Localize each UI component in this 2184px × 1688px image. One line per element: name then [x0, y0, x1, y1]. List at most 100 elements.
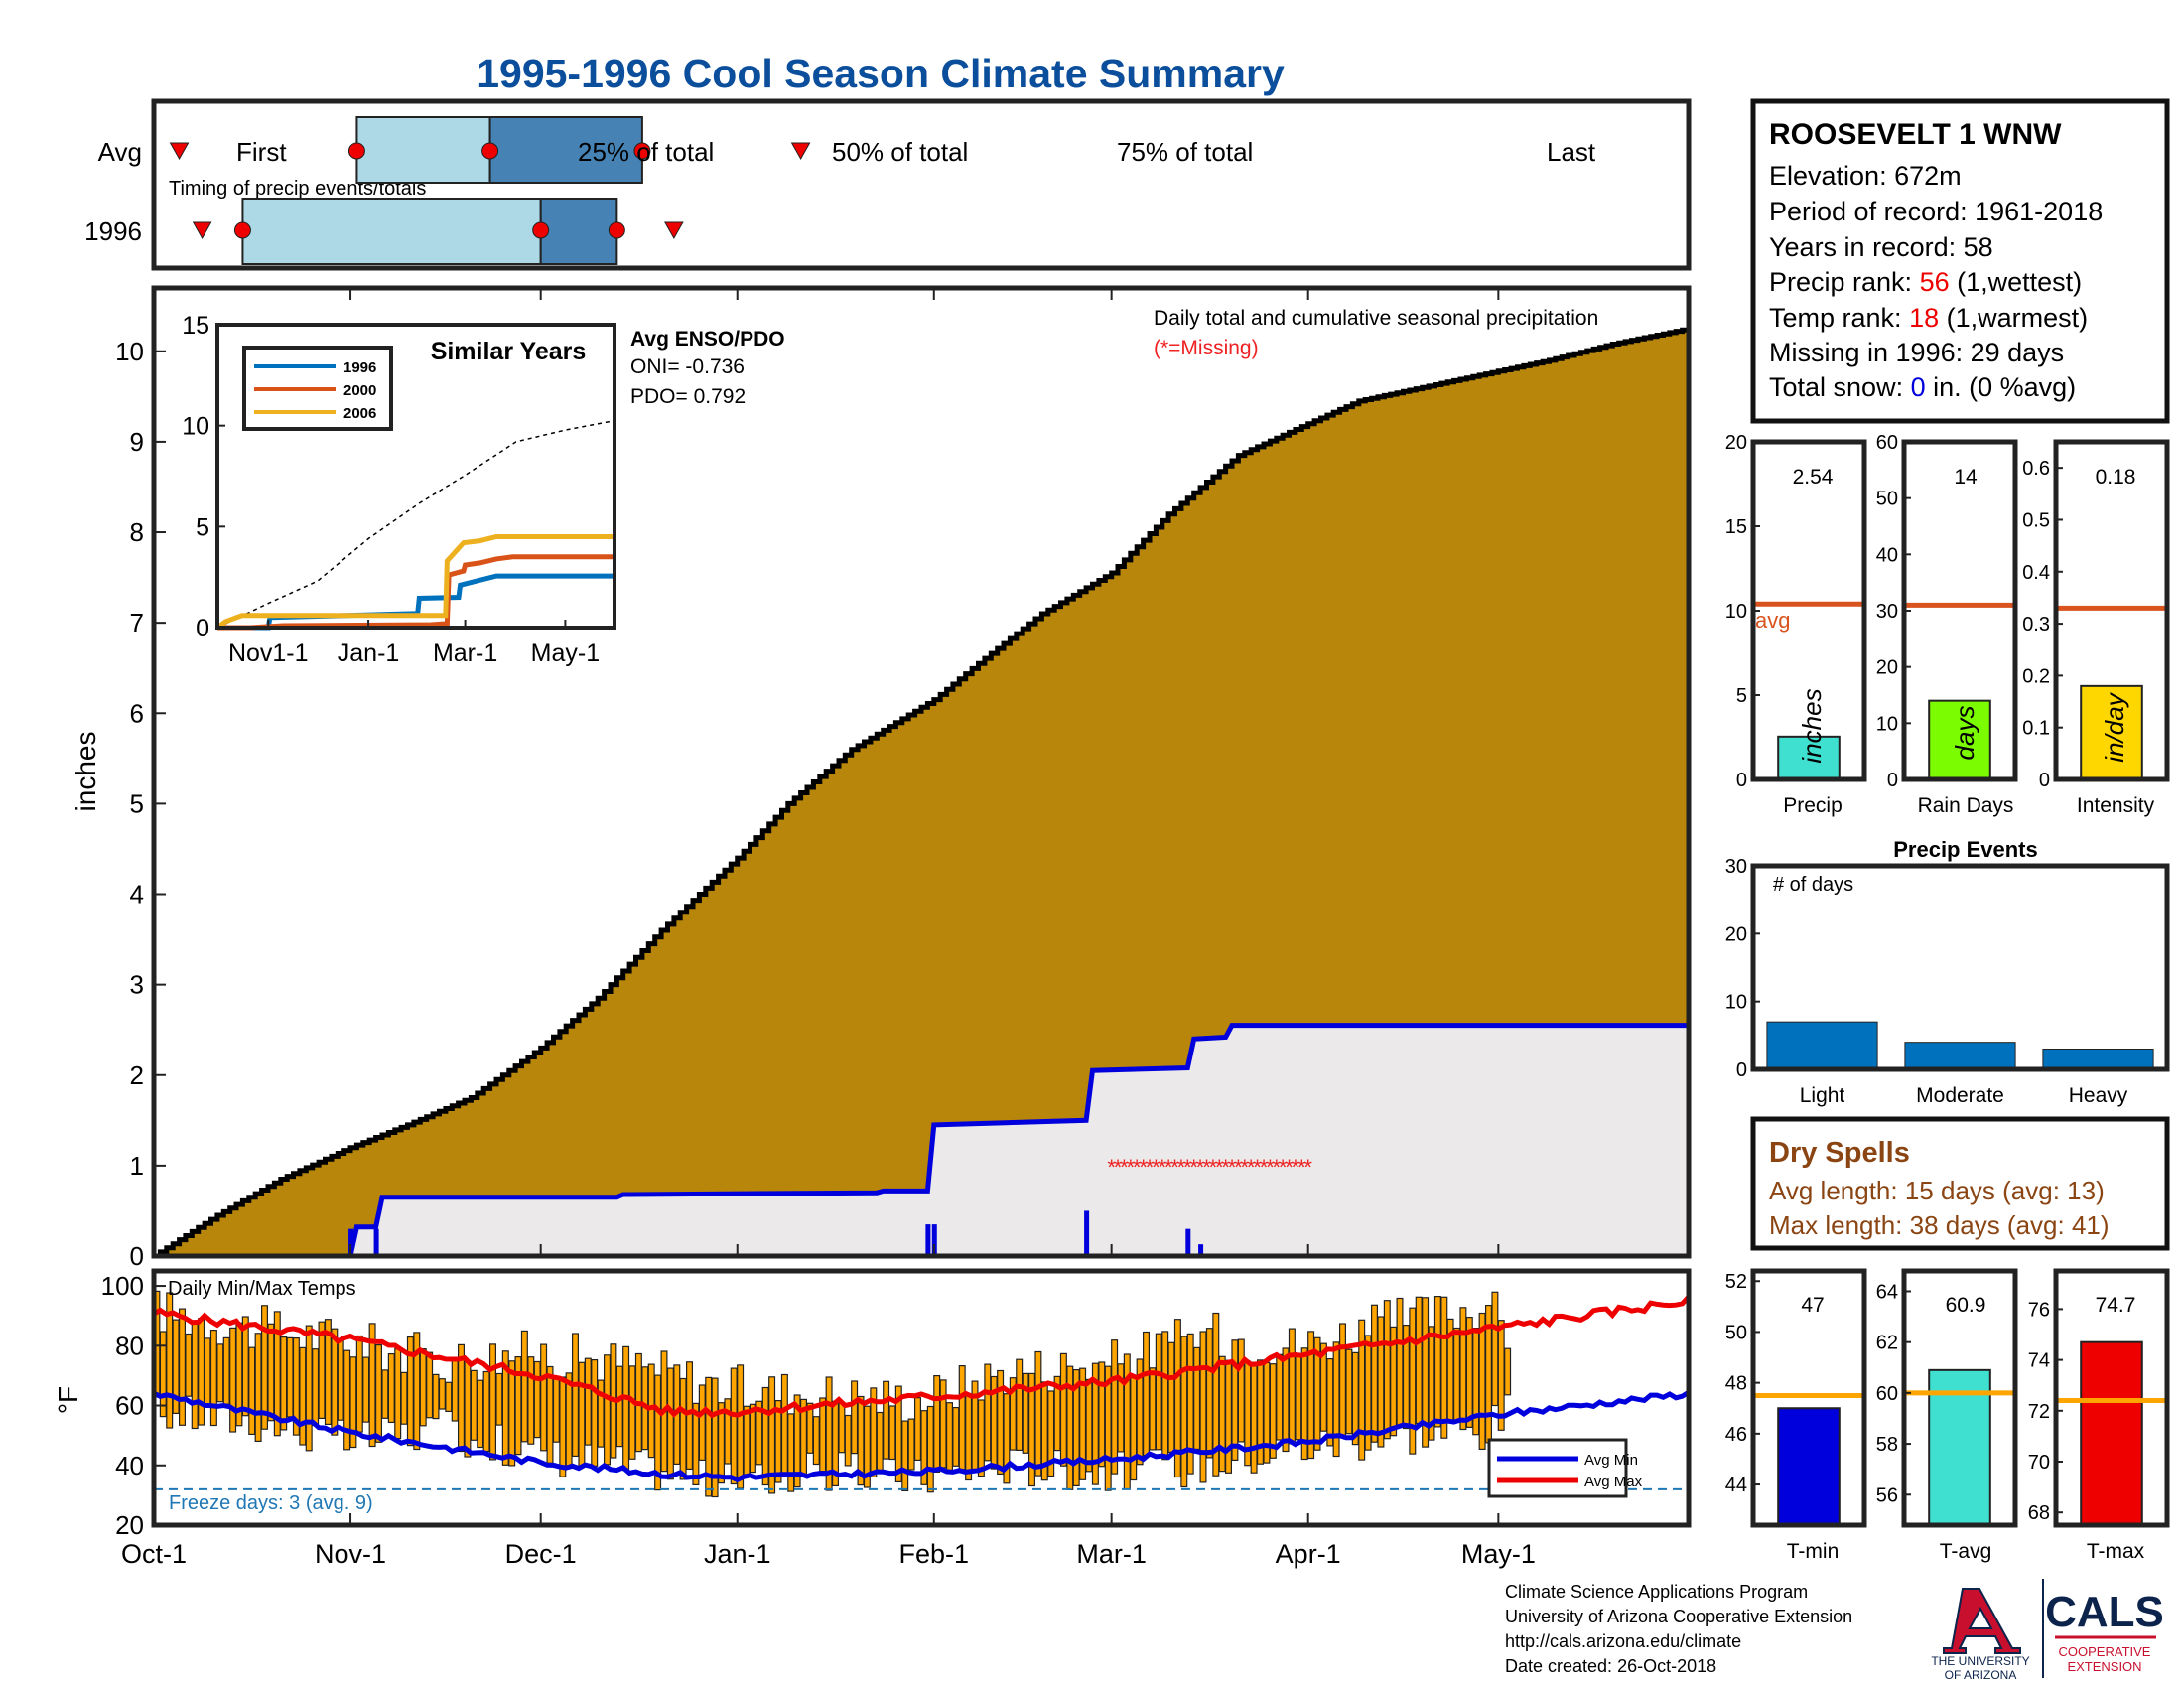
temp-rank-prefix: Temp rank:	[1769, 303, 1909, 333]
tavg-stat-chart: 56 58 60 62 64	[1876, 1268, 2018, 1528]
timing-label-75: 75% of total	[1117, 137, 1253, 167]
tavg-stat-y-tick-label: 58	[1876, 1434, 1898, 1456]
tmax-stat-chart: 68 70 72 74 76	[2028, 1268, 2170, 1528]
daily-temp-bar	[400, 1371, 408, 1425]
daily-precip-bar	[931, 1224, 937, 1256]
yr-p50-marker	[532, 221, 550, 239]
missing-marker: *	[1202, 1155, 1211, 1180]
daily-temp-bar	[179, 1308, 187, 1426]
daily-temp-bar	[913, 1397, 921, 1461]
daily-temp-bar	[1016, 1358, 1024, 1451]
avg-p75-marker	[633, 142, 651, 160]
cumulative-1996-line	[154, 1023, 1689, 1259]
tmax-stat-y-tick-label: 72	[2028, 1401, 2050, 1423]
date-x-tick-label: May-1	[1461, 1539, 1536, 1569]
footer: Climate Science Applications Program Uni…	[1505, 1579, 2164, 1682]
date-x-tick-label: Mar-1	[1076, 1539, 1147, 1569]
inset-x-tick-label: Jan-1	[338, 639, 400, 667]
missing-marker: *	[1292, 1155, 1300, 1180]
temp-legend-min: Avg Min	[1584, 1452, 1638, 1469]
precip-stat-unit: inches	[1797, 688, 1827, 763]
cals-sub-1: COOPERATIVE	[2059, 1644, 2151, 1659]
events-y-tick-label: 0	[1736, 1059, 1747, 1081]
tmax-stat-y-tick-label: 68	[2028, 1502, 2050, 1524]
temp-y-tick-label: 80	[115, 1331, 144, 1360]
daily-temp-bar	[711, 1377, 719, 1498]
daily-temp-bar	[1478, 1312, 1486, 1450]
daily-temp-bar	[495, 1372, 503, 1426]
missing-marker: *	[1189, 1155, 1198, 1180]
missing-marker: *	[1221, 1155, 1230, 1180]
daily-temp-bar	[565, 1372, 573, 1469]
tmax-stat-frame	[2053, 1268, 2170, 1528]
dry-spells-avg: Avg length: 15 days (avg: 13)	[1769, 1176, 2105, 1205]
timing-marks	[169, 116, 811, 265]
missing-marker: *	[1241, 1155, 1250, 1180]
daily-temp-bar	[1193, 1346, 1201, 1451]
daily-temp-bar	[185, 1333, 193, 1397]
precip-panel: ******************************** 0123456…	[70, 285, 1692, 1271]
events-y-tick-label: 20	[1725, 923, 1747, 945]
daily-temp-bar	[622, 1345, 630, 1472]
daily-temp-bar	[591, 1358, 599, 1467]
tmin-stat-y-tick-label: 52	[1725, 1271, 1747, 1293]
precip-plot: ********************************	[154, 327, 1692, 1259]
daily-temp-bar	[1409, 1307, 1417, 1455]
raindays-stat-y-tick-label: 0	[1887, 770, 1898, 791]
footer-link[interactable]: http://cals.arizona.edu/climate	[1505, 1631, 1741, 1651]
daily-temp-bar	[1180, 1336, 1188, 1488]
tmin-stat-y-tick-label: 44	[1725, 1475, 1747, 1496]
daily-precip-bar	[1198, 1244, 1204, 1256]
missing-marker: *	[1170, 1155, 1179, 1180]
footer-date: Date created: 26-Oct-2018	[1505, 1656, 1716, 1676]
daily-temp-bar	[584, 1357, 592, 1446]
tmin-stat-chart: 44 46 48 50 52	[1725, 1268, 1867, 1528]
avg-min-line	[152, 1389, 1691, 1483]
tmax-stat-y-tick-label: 76	[2028, 1299, 2050, 1321]
daily-temp-bar	[198, 1318, 205, 1426]
precip-y-ticks: 0 1 2 3 4 5 6 7 8 9 10	[115, 337, 166, 1271]
precip-y-label: inches	[70, 732, 101, 812]
intensity-stat-bar	[2080, 684, 2143, 780]
daily-temp-bar	[477, 1379, 484, 1449]
daily-temp-bar	[1218, 1355, 1226, 1473]
daily-temp-bar	[844, 1414, 852, 1467]
precip-stat-xlabel: Precip	[1783, 794, 1843, 817]
temp-y-ticks: 20 40 60 80 100	[101, 1271, 166, 1540]
daily-temp-bar	[267, 1323, 275, 1422]
daily-temp-bar	[787, 1413, 795, 1492]
ua-line-2: OF ARIZONA	[1945, 1668, 2017, 1682]
daily-temp-bar	[717, 1402, 725, 1484]
precip-rank-suffix: (1,wettest)	[1950, 267, 2083, 297]
precip-y-tick-label: 5	[130, 788, 144, 818]
avg-first-marker	[169, 142, 190, 161]
temp-legend: Avg Min Avg Max	[1487, 1438, 1643, 1498]
tmin-stat-bar	[1777, 1407, 1841, 1526]
daily-temp-bar	[1326, 1357, 1334, 1447]
inset-series-2006	[215, 534, 614, 631]
daily-temp-bar	[222, 1336, 230, 1405]
temp-y-tick-label: 60	[115, 1391, 144, 1421]
missing-marker: *	[1260, 1155, 1269, 1180]
inset-y-tick-label: 10	[182, 413, 209, 441]
daily-temp-bar	[1098, 1361, 1106, 1468]
daily-temp-bar	[546, 1365, 554, 1464]
inset-y-tick-label: 0	[196, 615, 209, 642]
daily-temp-bar	[248, 1346, 256, 1435]
daily-temp-bar	[1504, 1347, 1512, 1396]
daily-temp-bar	[216, 1343, 224, 1403]
daily-temp-bar	[977, 1399, 985, 1477]
precip-y-tick-label: 9	[130, 427, 144, 457]
daily-temp-bar	[451, 1359, 459, 1422]
temp-y-tick-label: 20	[115, 1510, 144, 1540]
daily-temp-bar	[743, 1405, 751, 1477]
precip-y-tick-label: 10	[115, 337, 144, 366]
raindays-stat-y-tick-label: 10	[1876, 713, 1898, 735]
daily-temp-bar	[730, 1367, 738, 1485]
daily-temp-bar	[926, 1405, 934, 1493]
timing-row-label-avg: Avg	[98, 137, 142, 167]
date-x-tick-label: Jan-1	[704, 1539, 771, 1569]
precip-y-tick-label: 0	[130, 1241, 144, 1271]
missing-marker: *	[1228, 1155, 1237, 1180]
daily-temp-bar	[508, 1360, 516, 1467]
